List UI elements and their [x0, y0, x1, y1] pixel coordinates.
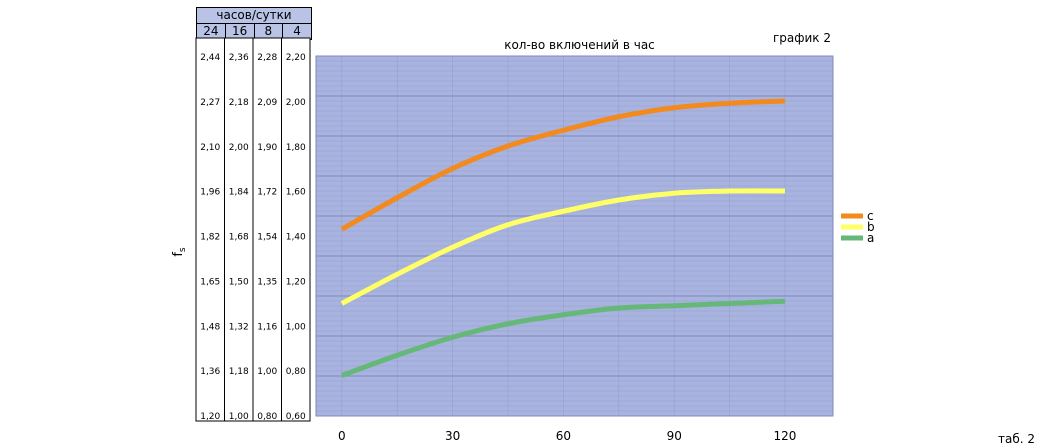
hours-column-24: 24: [197, 24, 226, 39]
y-tick-label-8: 2,09: [257, 98, 277, 108]
x-tick-label: 90: [667, 429, 682, 443]
y-tick-label-24: 1,48: [200, 322, 220, 332]
hours-columns-header: 24 16 8 4: [196, 23, 312, 40]
y-tick-label-24: 2,27: [200, 98, 220, 108]
x-tick-label: 60: [556, 429, 571, 443]
y-tick-label-8: 1,35: [257, 277, 277, 287]
y-tick-label-24: 1,96: [200, 188, 220, 198]
y-tick-label-16: 2,00: [229, 143, 249, 153]
y-tick-label-8: 1,16: [257, 322, 277, 332]
y-tick-label-8: 2,28: [257, 53, 277, 63]
legend-swatch-a: [841, 235, 863, 241]
x-tick-label: 0: [338, 429, 346, 443]
y-tick-label-4: 0,60: [286, 412, 306, 422]
y-tick-label-16: 1,50: [229, 277, 249, 287]
y-tick-label-16: 1,18: [229, 367, 249, 377]
y-tick-label-4: 1,20: [286, 277, 306, 287]
y-tick-label-24: 1,65: [200, 277, 220, 287]
y-tick-label-24: 1,36: [200, 367, 220, 377]
y-tick-label-4: 2,20: [286, 53, 306, 63]
series-line-a: [340, 298, 786, 378]
y-tick-label-4: 2,00: [286, 98, 306, 108]
y-tick-label-16: 1,84: [229, 188, 249, 198]
legend-swatch-c: [841, 213, 863, 219]
hours-column-8: 8: [255, 24, 284, 39]
y-tick-label-24: 1,20: [200, 412, 220, 422]
x-tick-label: 120: [774, 429, 797, 443]
hours-column-16: 16: [226, 24, 255, 39]
y-tick-label-4: 0,80: [286, 367, 306, 377]
y-tick-label-8: 1,00: [257, 367, 277, 377]
y-tick-label-8: 1,72: [257, 188, 277, 198]
y-tick-label-24: 2,10: [200, 143, 220, 153]
y-tick-label-4: 1,00: [286, 322, 306, 332]
y-tick-label-8: 1,90: [257, 143, 277, 153]
y-tick-label-16: 1,68: [229, 233, 249, 243]
chart-title: кол-во включений в час: [504, 38, 655, 52]
y-tick-label-4: 1,40: [286, 233, 306, 243]
x-tick-label: 30: [445, 429, 460, 443]
legend-label-c: c: [867, 209, 874, 223]
y-tick-label-16: 2,36: [229, 53, 249, 63]
y-axis-label: fs: [171, 247, 188, 257]
legend-label-b: b: [867, 220, 875, 234]
y-tick-label-24: 1,82: [200, 233, 220, 243]
legend-label-a: a: [867, 231, 874, 245]
y-tick-label-8: 0,80: [257, 412, 277, 422]
hours-column-4: 4: [293, 24, 301, 38]
y-tick-label-8: 1,54: [257, 233, 277, 243]
y-tick-label-16: 1,32: [229, 322, 249, 332]
series-line-c: [340, 98, 786, 232]
y-tick-label-4: 1,60: [286, 188, 306, 198]
table-label: таб. 2: [998, 432, 1035, 446]
y-tick-label-24: 2,44: [200, 53, 220, 63]
chart-subtitle: график 2: [773, 31, 831, 45]
y-tick-label-4: 1,80: [286, 143, 306, 153]
series-line-b: [340, 188, 785, 306]
y-tick-label-16: 2,18: [229, 98, 249, 108]
y-tick-label-16: 1,00: [229, 412, 249, 422]
grid-lines: [316, 56, 833, 416]
legend-swatch-b: [841, 224, 863, 230]
